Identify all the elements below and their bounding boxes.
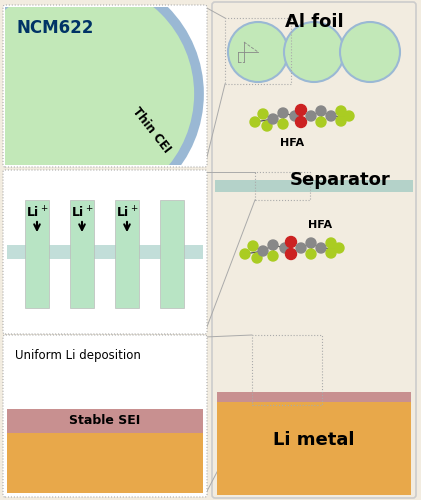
Circle shape: [258, 246, 268, 256]
Bar: [217, 392, 411, 402]
Circle shape: [0, 0, 199, 212]
Circle shape: [278, 108, 288, 118]
Circle shape: [296, 116, 306, 128]
Circle shape: [252, 253, 262, 263]
Bar: [160, 200, 184, 308]
Text: NCM622: NCM622: [17, 19, 94, 37]
Text: Uniform Li deposition: Uniform Li deposition: [15, 349, 141, 362]
Circle shape: [262, 121, 272, 131]
Bar: [215, 180, 413, 192]
Circle shape: [326, 111, 336, 121]
Circle shape: [306, 249, 316, 259]
Circle shape: [250, 117, 260, 127]
FancyBboxPatch shape: [212, 2, 416, 498]
FancyBboxPatch shape: [3, 170, 207, 334]
Circle shape: [284, 22, 344, 82]
Circle shape: [326, 248, 336, 258]
Text: Li$^+$: Li$^+$: [71, 205, 93, 220]
Text: Li metal: Li metal: [273, 431, 355, 449]
Bar: [252, 335, 322, 405]
Circle shape: [278, 119, 288, 129]
Bar: [70, 200, 94, 308]
Circle shape: [306, 111, 316, 121]
Bar: [115, 200, 139, 308]
Circle shape: [334, 243, 344, 253]
Circle shape: [296, 104, 306, 116]
Circle shape: [280, 243, 290, 253]
FancyBboxPatch shape: [3, 335, 207, 497]
FancyBboxPatch shape: [3, 5, 207, 167]
Circle shape: [316, 117, 326, 127]
Circle shape: [340, 22, 400, 82]
Circle shape: [296, 243, 306, 253]
Bar: [217, 400, 411, 495]
Text: HFA: HFA: [280, 138, 304, 148]
Circle shape: [268, 251, 278, 261]
Circle shape: [248, 241, 258, 251]
Circle shape: [344, 111, 354, 121]
Bar: [7, 433, 203, 493]
Text: Al foil: Al foil: [285, 13, 343, 31]
Circle shape: [240, 249, 250, 259]
Circle shape: [268, 240, 278, 250]
Circle shape: [326, 238, 336, 248]
Circle shape: [316, 243, 326, 253]
Bar: [25, 200, 49, 308]
Circle shape: [336, 106, 346, 116]
Circle shape: [268, 114, 278, 124]
Bar: [255, 172, 310, 200]
Text: HFA: HFA: [308, 220, 332, 230]
Circle shape: [285, 236, 296, 248]
Text: Thin CEI: Thin CEI: [129, 105, 173, 156]
Text: Li$^+$: Li$^+$: [26, 205, 48, 220]
Circle shape: [285, 248, 296, 260]
Circle shape: [316, 106, 326, 116]
Bar: [225, 18, 291, 84]
Bar: [7, 245, 203, 259]
Bar: [7, 409, 203, 433]
Text: Separator: Separator: [290, 171, 390, 189]
Circle shape: [258, 109, 268, 119]
Circle shape: [306, 238, 316, 248]
Text: Stable SEI: Stable SEI: [69, 414, 141, 428]
Circle shape: [228, 22, 288, 82]
Circle shape: [336, 116, 346, 126]
Text: Li$^+$: Li$^+$: [116, 205, 138, 220]
Circle shape: [290, 111, 300, 121]
